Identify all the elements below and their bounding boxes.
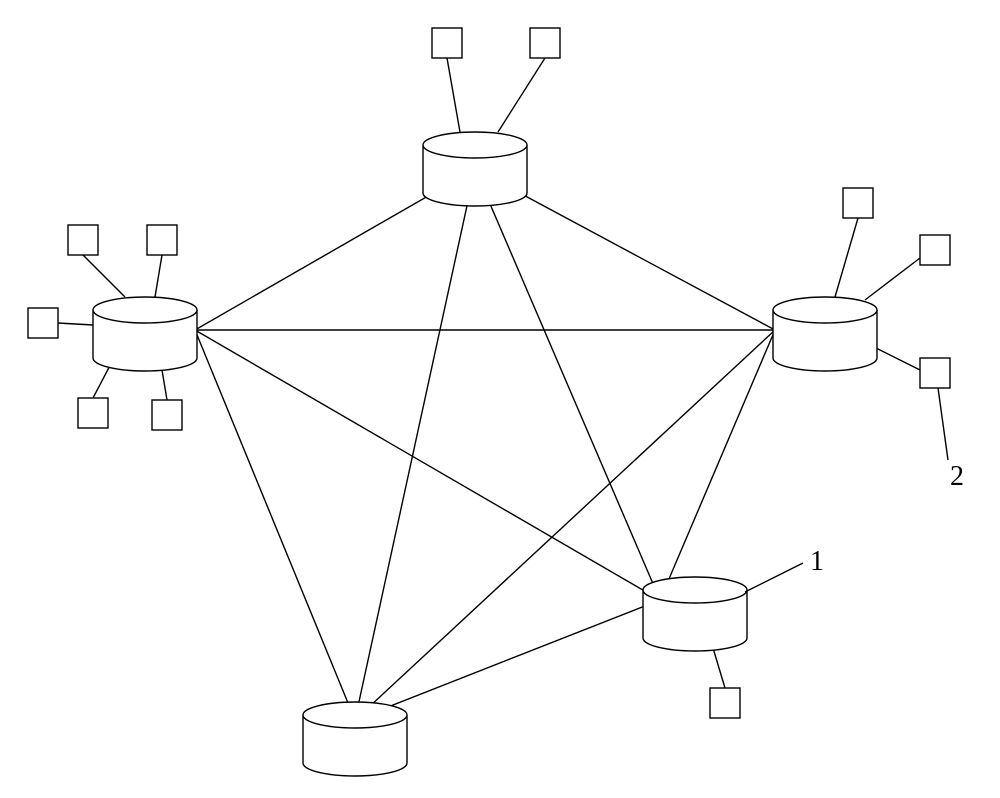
hub-cylinder — [773, 297, 877, 371]
leaf-node — [920, 358, 950, 388]
leaf-node — [78, 398, 108, 428]
hub-edge — [355, 169, 475, 720]
leaf-edge — [498, 58, 545, 132]
hub-edge — [195, 330, 355, 720]
leaf-node — [28, 308, 58, 338]
leaf-node — [147, 225, 177, 255]
leaf-edge — [865, 258, 920, 300]
leaf-edge — [58, 323, 93, 325]
leaf-node — [843, 188, 873, 218]
label-leader — [745, 563, 803, 592]
hub-edge — [355, 330, 775, 720]
hub-edge — [355, 600, 660, 720]
hub-edge — [660, 330, 775, 600]
labels-layer: 12 — [745, 388, 964, 592]
leaf-node — [152, 400, 182, 430]
hub-edge — [475, 169, 660, 600]
callout-label: 2 — [950, 461, 964, 492]
label-leader — [938, 388, 948, 460]
leaf-edge — [83, 255, 125, 297]
leaf-edge — [835, 218, 858, 297]
hub-cylinder — [93, 297, 197, 371]
callout-label: 1 — [810, 546, 824, 577]
hub-edge — [195, 330, 660, 600]
network-diagram: 12 — [0, 0, 1000, 798]
leaf-node — [710, 688, 740, 718]
leaf-node — [920, 235, 950, 265]
hub-cylinder — [643, 577, 747, 651]
leaf-edge — [447, 58, 460, 132]
hub-cylinder — [303, 702, 407, 776]
hub-cylinder — [423, 132, 527, 206]
leaf-node — [530, 28, 560, 58]
leaf-node — [432, 28, 462, 58]
leaf-edge — [155, 255, 162, 297]
cylinders-layer — [93, 132, 877, 776]
squares-layer — [28, 28, 950, 718]
leaf-node — [68, 225, 98, 255]
